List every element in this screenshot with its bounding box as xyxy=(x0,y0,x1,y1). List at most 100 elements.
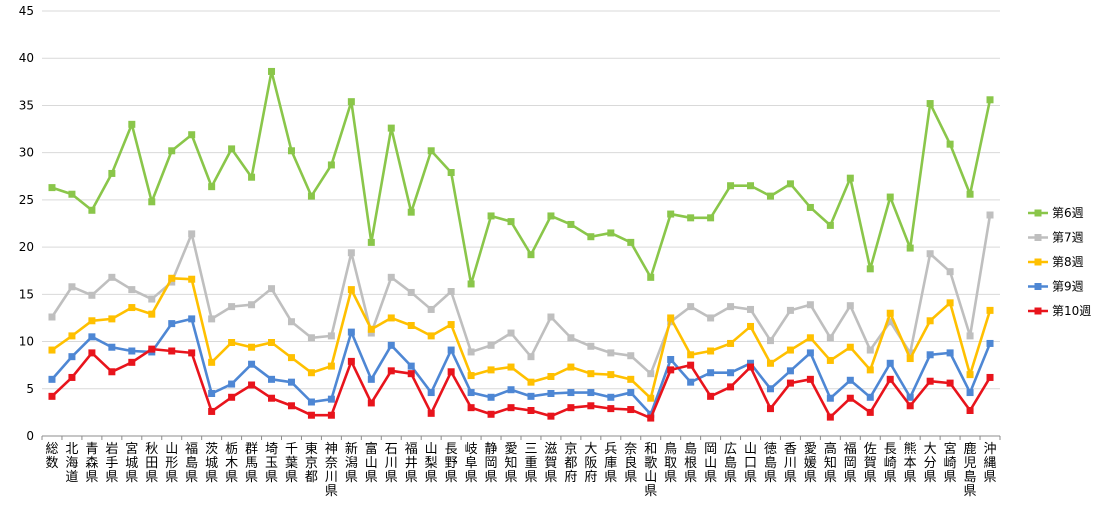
data-point xyxy=(667,366,675,374)
data-point xyxy=(467,372,475,380)
category-label: 青森県 xyxy=(85,442,98,485)
data-point xyxy=(906,355,914,363)
data-point xyxy=(367,325,375,333)
data-point xyxy=(906,244,914,252)
data-point xyxy=(427,409,435,417)
data-point xyxy=(68,373,76,381)
category-label: 千葉県 xyxy=(285,442,298,485)
data-point xyxy=(487,366,495,374)
data-point xyxy=(128,120,136,128)
data-point xyxy=(447,346,455,354)
data-point xyxy=(527,392,535,400)
y-tick-label: 25 xyxy=(19,193,34,207)
data-point xyxy=(407,362,415,370)
data-point xyxy=(826,413,834,421)
category-label: 京都府 xyxy=(564,442,577,485)
data-point xyxy=(687,303,695,311)
category-label: 和歌山県 xyxy=(644,442,657,499)
data-point xyxy=(447,169,455,176)
data-point xyxy=(826,394,834,402)
category-label: 愛媛県 xyxy=(804,442,817,485)
data-point xyxy=(68,332,76,340)
series-4 xyxy=(48,315,994,418)
data-point xyxy=(108,343,116,351)
data-point xyxy=(268,394,276,402)
category-label: 山形県 xyxy=(165,442,178,485)
data-point xyxy=(687,214,695,222)
data-point xyxy=(687,361,695,369)
data-point xyxy=(866,346,874,354)
data-point xyxy=(228,393,236,401)
data-point xyxy=(88,349,96,357)
category-label: 広島県 xyxy=(724,442,737,485)
data-point xyxy=(527,407,535,414)
data-point xyxy=(986,211,994,219)
data-point xyxy=(48,346,56,354)
category-label: 長野県 xyxy=(445,442,458,485)
data-point xyxy=(527,378,535,386)
data-point xyxy=(467,389,475,397)
data-point xyxy=(407,322,415,329)
data-point xyxy=(766,192,774,200)
data-point xyxy=(128,347,136,355)
data-point xyxy=(926,250,934,258)
legend-item: 第7週 xyxy=(1028,231,1084,245)
data-point xyxy=(766,405,774,413)
data-point xyxy=(248,343,256,351)
data-point xyxy=(747,359,755,367)
data-point xyxy=(707,214,715,222)
data-point xyxy=(747,363,755,371)
legend-marker xyxy=(1034,307,1042,315)
data-point xyxy=(906,349,914,357)
data-point xyxy=(766,385,774,393)
data-point xyxy=(48,184,56,192)
data-point xyxy=(268,67,276,75)
data-point xyxy=(647,414,655,422)
data-point xyxy=(327,411,335,419)
data-point xyxy=(627,389,635,397)
data-point xyxy=(48,313,56,321)
data-point xyxy=(367,399,375,407)
category-label: 香川県 xyxy=(784,442,797,485)
data-point xyxy=(387,124,395,132)
data-point xyxy=(926,100,934,108)
data-point xyxy=(547,390,555,397)
legend-label: 第10週 xyxy=(1052,304,1091,318)
data-point xyxy=(307,398,315,406)
category-label: 総数 xyxy=(45,442,58,471)
data-point xyxy=(268,375,276,383)
data-point xyxy=(846,174,854,182)
category-label: 大阪府 xyxy=(584,442,597,485)
series-5 xyxy=(48,345,994,422)
data-point xyxy=(547,212,555,220)
data-point xyxy=(607,393,615,401)
y-tick-label: 45 xyxy=(19,4,34,18)
data-point xyxy=(287,318,295,326)
data-point xyxy=(287,402,295,410)
data-point xyxy=(687,351,695,359)
data-point xyxy=(986,339,994,347)
category-label: 徳島県 xyxy=(764,442,777,485)
data-point xyxy=(367,329,375,337)
data-point xyxy=(966,407,974,414)
data-point xyxy=(886,309,894,317)
data-point xyxy=(407,208,415,216)
data-point xyxy=(727,182,735,190)
category-label: 熊本県 xyxy=(904,441,917,485)
data-point xyxy=(148,310,156,318)
data-point xyxy=(108,315,116,323)
data-point xyxy=(208,390,216,397)
data-point xyxy=(268,339,276,346)
data-point xyxy=(806,301,814,309)
category-label: 大分県 xyxy=(924,442,937,485)
data-point xyxy=(727,383,735,391)
data-point xyxy=(427,147,435,155)
data-point xyxy=(347,98,355,106)
data-point xyxy=(407,288,415,296)
data-point xyxy=(826,334,834,342)
data-point xyxy=(946,379,954,387)
data-point xyxy=(208,358,216,366)
category-label: 栃木県 xyxy=(225,442,238,485)
